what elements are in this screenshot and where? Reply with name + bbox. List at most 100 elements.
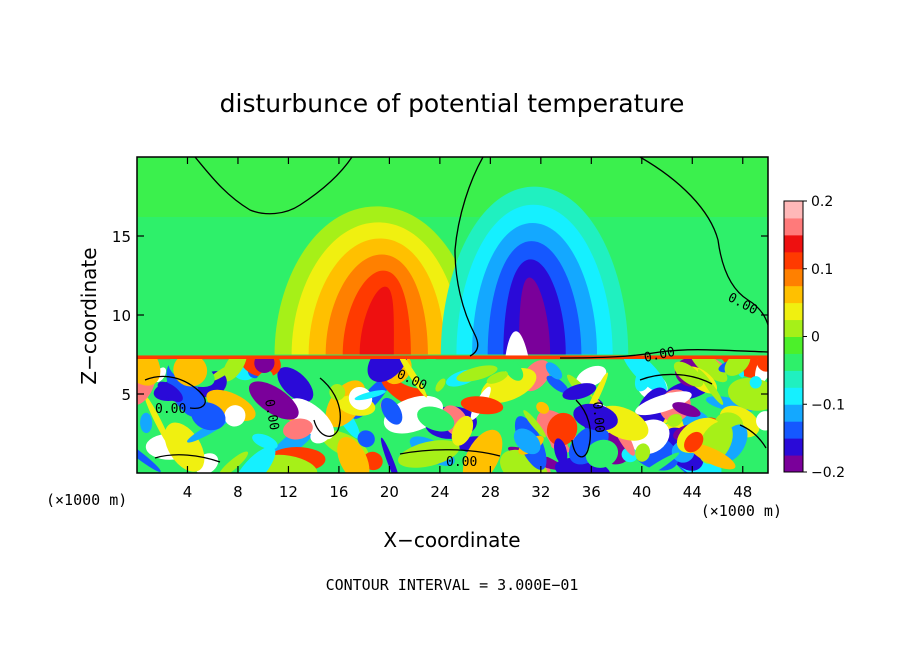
turbulent-blob-153 (672, 402, 701, 417)
contour-lower-7 (739, 424, 767, 449)
x-tick-label-1: 8 (233, 483, 243, 501)
turbulent-blob-87 (381, 397, 403, 425)
colorbar-swatch-1 (784, 438, 803, 456)
turbulent-blob-155 (697, 369, 724, 405)
x-tick-label-2: 12 (279, 483, 298, 501)
x-axis-label: X−coordinate (383, 528, 520, 552)
y-unit-label: (×1000 m) (46, 491, 127, 509)
turbulent-blob-162 (724, 359, 751, 376)
x-tick-label-3: 16 (329, 483, 348, 501)
x-unit-label: (×1000 m) (701, 502, 782, 520)
chart-title: disturbunce of potential temperature (220, 89, 685, 118)
field-lower (137, 359, 768, 473)
colorbar-ticks: 0.2 0.1 0 −0.1 −0.2 (803, 194, 845, 481)
colorbar-swatch-6 (784, 353, 803, 371)
upper-haze (137, 157, 768, 217)
turbulent-blob-136 (254, 359, 275, 373)
colorbar-swatch-13 (784, 234, 803, 253)
contour-label-6: 0.00 (261, 398, 281, 431)
turbulent-blob-161 (673, 361, 704, 387)
turbulent-blob-163 (191, 402, 226, 431)
turbulent-blob-32 (252, 433, 278, 450)
x-tick-label-8: 36 (582, 483, 601, 501)
turbulent-blob-125 (144, 395, 173, 449)
turbulent-blob-132 (562, 383, 597, 400)
contour-interval-note: CONTOUR INTERVAL = 3.000E−01 (326, 576, 579, 594)
colorbar-swatch-8 (784, 319, 803, 337)
turbulent-blob-152 (546, 412, 578, 446)
turbulent-blob-127 (357, 430, 375, 448)
turbulent-blob-154 (310, 425, 331, 444)
y-tick-label-2: 15 (112, 228, 131, 246)
turbulent-blob-84 (486, 371, 509, 384)
colorbar-swatch-5 (784, 370, 803, 388)
turbulent-blob-102 (398, 440, 460, 468)
turbulent-blob-112 (545, 362, 563, 380)
contour-lower-1 (144, 375, 206, 409)
turbulent-blob-147 (137, 359, 161, 386)
contour-label-5: 0.00 (446, 455, 477, 470)
turbulent-blob-113 (756, 411, 768, 431)
x-tick-label-5: 24 (430, 483, 449, 501)
x-tick-label-6: 28 (481, 483, 500, 501)
cold-plume-band-5 (518, 277, 551, 355)
turbulent-blob-158 (456, 365, 498, 382)
y-axis-label: Z−coordinate (77, 247, 101, 384)
colorbar-swatch-9 (784, 302, 803, 321)
cold-plume-core (505, 331, 529, 357)
contour-zero-right (454, 157, 484, 357)
x-tick-label-10: 44 (683, 483, 702, 501)
turbulent-blob-59 (689, 359, 728, 383)
turbulent-blob-130 (208, 363, 237, 382)
colorbar-swatch-4 (784, 387, 803, 405)
colorbar-tick-label-1: 0.1 (811, 262, 833, 278)
warm-plume-band-5 (359, 286, 394, 355)
x-tick-label-11: 48 (733, 483, 752, 501)
contour-label-2: 0.00 (643, 345, 677, 366)
contour-lines (144, 157, 768, 463)
y-tick-label-1: 10 (112, 307, 131, 325)
colorbar-swatch-11 (784, 268, 803, 287)
turbulent-blob-140 (667, 413, 683, 427)
turbulent-blob-39 (218, 451, 249, 473)
contour-zero-left (194, 157, 353, 215)
colorbar-tick-label-4: −0.2 (811, 465, 845, 481)
turbulent-blob-57 (504, 360, 524, 381)
turbulent-blob-71 (137, 436, 161, 472)
colorbar-swatch-0 (784, 455, 803, 473)
y-axis: 5 10 15 (112, 228, 768, 404)
colorbar-tick-label-0: 0.2 (811, 194, 833, 210)
turbulent-blob-165 (689, 443, 736, 470)
turbulent-blob-97 (727, 377, 768, 411)
turbulent-blob-110 (513, 428, 541, 455)
contour-label-4: 0.00 (155, 402, 186, 417)
turbulent-blob-117 (425, 359, 437, 368)
colorbar-swatch-7 (784, 336, 803, 354)
turbulent-blob-62 (575, 365, 607, 388)
turbulent-blob-47 (337, 436, 370, 473)
turbulent-blob-91 (756, 359, 768, 372)
turbulent-blob-65 (435, 378, 446, 392)
field-upper (137, 157, 768, 360)
turbulent-blob-156 (282, 418, 313, 440)
turbulent-blob-159 (659, 392, 676, 407)
contour-lower-3 (571, 399, 591, 458)
turbulent-blob-73 (536, 401, 550, 414)
colorbar-swatch-14 (784, 217, 803, 236)
contour-zero-interface (559, 349, 768, 359)
contour-lower-5 (154, 454, 221, 463)
y-tick-label-0: 5 (121, 386, 131, 404)
colorbar-swatch-2 (784, 421, 803, 439)
turbulent-blob-122 (257, 454, 318, 473)
x-tick-label-9: 40 (632, 483, 651, 501)
x-axis: 4 8 12 16 20 24 28 32 36 40 44 48 (183, 157, 752, 501)
contour-lower-6 (399, 449, 501, 457)
contour-lower-4 (639, 373, 713, 385)
turbulent-blob-164 (173, 359, 208, 387)
colorbar-tick-label-3: −0.1 (811, 397, 845, 413)
turbulent-blob-104 (546, 375, 569, 394)
interface-layer (137, 355, 768, 360)
turbulent-blob-169 (554, 438, 568, 465)
turbulent-blob-128 (354, 390, 386, 401)
